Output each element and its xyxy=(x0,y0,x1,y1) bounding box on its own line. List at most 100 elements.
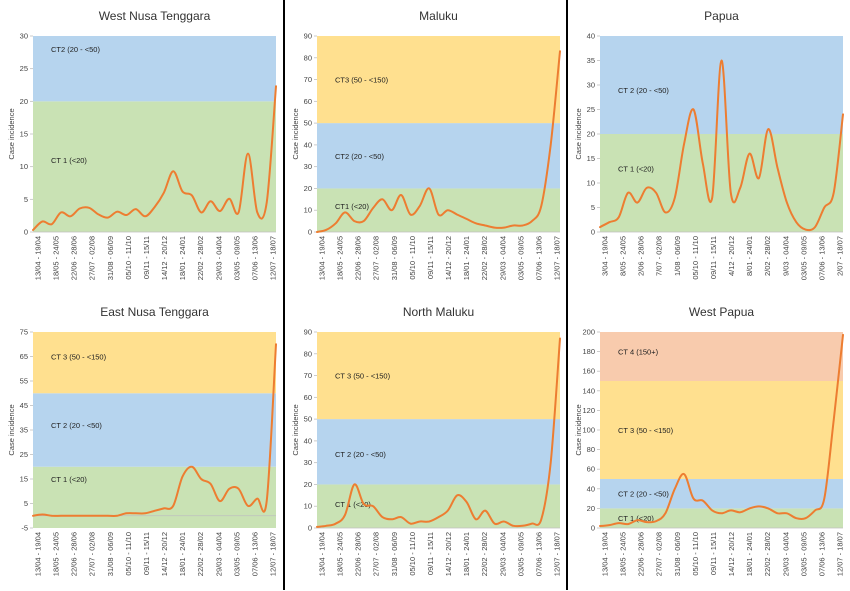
x-tick-label: 13/04 - 19/04 xyxy=(34,532,43,576)
y-tick-label: 50 xyxy=(304,119,312,128)
x-tick-label: 8/05 - 24/05 xyxy=(619,236,628,276)
data-point xyxy=(335,222,337,224)
data-point xyxy=(692,108,695,111)
data-point xyxy=(833,419,835,421)
y-tick-label: 120 xyxy=(582,406,595,415)
y-tick-label: 40 xyxy=(304,140,312,149)
y-axis-label: Case incidence xyxy=(574,108,583,159)
data-point xyxy=(381,516,383,518)
data-point xyxy=(325,525,327,527)
data-point xyxy=(219,500,221,502)
chart-panel: West Nusa Tenggara CT 1 (<20) CT2 (20 - <5… xyxy=(0,0,283,295)
data-point xyxy=(559,50,561,52)
data-point xyxy=(522,525,524,527)
data-point xyxy=(316,526,318,528)
data-point xyxy=(60,515,62,517)
y-tick-label: 80 xyxy=(587,445,595,454)
chart-svg: Papua CT 1 (<20) CT 2 (20 - <50) 0 5 10 15 20 25… xyxy=(574,9,845,280)
x-tick-label: 27/07 - 02/08 xyxy=(655,532,664,576)
x-tick-label: 03/05 - 09/05 xyxy=(516,236,525,280)
data-point xyxy=(428,187,430,189)
data-point xyxy=(135,208,137,210)
chart-title: Papua xyxy=(704,9,739,23)
y-tick-label: 20 xyxy=(304,480,312,489)
data-point xyxy=(823,498,825,500)
data-point xyxy=(674,197,676,199)
data-point xyxy=(465,501,468,503)
x-tick-label: 22/06 - 28/06 xyxy=(70,236,79,280)
chart-svg: Maluku CT1 (<20) CT2 (20 - <50) CT3 (50 - <… xyxy=(291,9,562,280)
data-point xyxy=(125,512,128,514)
x-tick-label: 03/05 - 09/05 xyxy=(516,532,525,576)
data-point xyxy=(409,214,412,216)
data-point xyxy=(503,520,505,523)
data-point xyxy=(540,205,542,207)
category-band xyxy=(317,419,560,485)
data-point xyxy=(419,205,421,207)
data-point xyxy=(32,515,34,517)
y-tick-label: 40 xyxy=(304,436,312,445)
data-point xyxy=(107,515,109,517)
category-band xyxy=(33,36,276,102)
band-label: CT2 (20 - <50) xyxy=(51,45,100,54)
data-point xyxy=(228,198,230,200)
x-tick-label: 18/01 - 24/01 xyxy=(178,532,187,576)
data-point xyxy=(646,187,648,189)
data-point xyxy=(381,198,383,200)
data-point xyxy=(636,519,638,521)
data-point xyxy=(344,514,346,516)
y-axis-label: Case incidence xyxy=(7,108,16,159)
x-tick-label: 07/06 - 13/06 xyxy=(250,532,259,576)
data-point xyxy=(144,512,146,514)
data-point xyxy=(181,190,184,193)
data-point xyxy=(372,505,374,507)
data-point xyxy=(228,488,230,490)
x-tick-label: 31/08 - 06/09 xyxy=(390,532,399,576)
data-point xyxy=(522,224,524,227)
y-tick-label: 90 xyxy=(304,328,312,337)
band-label: CT 1 (<20) xyxy=(51,475,87,484)
x-tick-label: 22/02 - 28/02 xyxy=(480,236,489,280)
data-point xyxy=(107,217,109,219)
y-tick-label: 10 xyxy=(304,206,312,215)
y-tick-label: 30 xyxy=(587,81,595,90)
x-tick-label: 22/06 - 28/06 xyxy=(354,532,363,576)
data-point xyxy=(363,503,365,505)
y-tick-label: 70 xyxy=(304,75,312,84)
x-tick-label: 22/06 - 28/06 xyxy=(637,532,646,576)
x-tick-label: 7/07 - 02/08 xyxy=(655,236,664,276)
data-point xyxy=(730,192,732,194)
data-point xyxy=(200,478,202,480)
y-tick-label: 30 xyxy=(20,32,28,41)
data-point xyxy=(758,505,760,507)
x-tick-label: 09/11 - 15/11 xyxy=(142,532,151,575)
category-band xyxy=(33,466,276,528)
data-point xyxy=(447,510,449,512)
y-tick-label: 140 xyxy=(582,386,595,395)
x-tick-label: 22/02 - 28/02 xyxy=(480,532,489,576)
data-point xyxy=(391,209,393,211)
data-point xyxy=(599,226,601,228)
data-point xyxy=(767,507,769,509)
data-point xyxy=(805,229,807,231)
category-band xyxy=(317,123,560,189)
x-tick-label: 07/06 - 13/06 xyxy=(817,236,826,280)
data-point xyxy=(153,510,156,512)
y-tick-label: 15 xyxy=(20,130,28,139)
y-tick-label: -5 xyxy=(21,524,28,533)
data-point xyxy=(437,214,440,216)
y-tick-label: 60 xyxy=(304,97,312,106)
data-point xyxy=(69,215,71,217)
data-point xyxy=(41,513,43,516)
x-tick-label: 14/12 - 20/12 xyxy=(727,532,736,576)
x-tick-label: 14/12 - 20/12 xyxy=(160,532,169,576)
x-tick-label: 27/07 - 02/08 xyxy=(88,236,97,280)
data-point xyxy=(550,462,552,464)
x-tick-label: 22/06 - 28/06 xyxy=(354,236,363,280)
x-tick-label: 22/02 - 28/02 xyxy=(196,532,205,576)
x-tick-label: 22/02 - 28/02 xyxy=(196,236,205,280)
panel-separator xyxy=(283,0,285,590)
x-tick-label: 09/11 - 15/11 xyxy=(709,236,718,279)
data-point xyxy=(88,207,90,209)
data-point xyxy=(144,215,146,217)
